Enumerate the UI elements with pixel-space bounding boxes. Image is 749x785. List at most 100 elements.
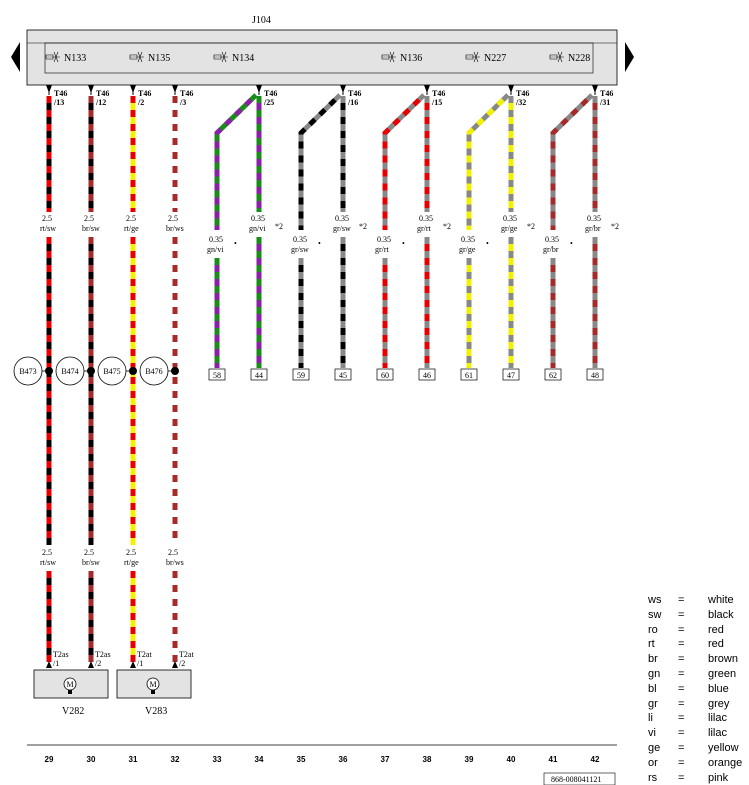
- legend-row: sw = black: [648, 608, 742, 623]
- connector-box: [418, 368, 436, 381]
- legend-name: white: [708, 594, 734, 606]
- legend-abbr: ws: [648, 594, 662, 606]
- valve-label: N135: [148, 53, 170, 64]
- wire-note-label: *2: [443, 222, 451, 231]
- wire-size-label: 2.5: [168, 548, 178, 557]
- connector-box: [586, 368, 604, 381]
- legend-abbr: rt: [648, 638, 655, 651]
- column-number: 40: [507, 755, 516, 764]
- term-arrow-icon: [46, 661, 52, 668]
- column-number: 29: [45, 755, 54, 764]
- pin-label: T46: [600, 89, 613, 98]
- legend-eq: =: [678, 727, 685, 740]
- legend-abbr: bl: [648, 682, 657, 695]
- terminal-sub-label: /2: [95, 659, 101, 668]
- wire-branch-stripe: [466, 93, 510, 230]
- legend-row: li = lilac: [648, 711, 742, 726]
- legend-name: grey: [708, 697, 730, 710]
- legend-eq: =: [678, 653, 685, 666]
- wire-code-label: rt/sw: [40, 224, 56, 233]
- continue-left-arrow: [11, 42, 20, 72]
- connector-number: 47: [507, 371, 515, 380]
- wire-size-label: 0.35: [587, 214, 601, 223]
- wire-code-label: br/sw: [82, 558, 100, 567]
- wire-code-label: gr/rt: [375, 245, 390, 254]
- legend-eq: =: [678, 756, 685, 769]
- column-number: 34: [255, 755, 264, 764]
- wire-size-label: 0.35: [419, 214, 433, 223]
- pin-sub-label: /16: [347, 98, 358, 107]
- term-arrow-icon: [130, 661, 136, 668]
- legend-row: gn = green: [648, 667, 742, 682]
- column-numbers: 29 30 31 32 33 34 35 36 37 38 39 40 41 42: [45, 755, 600, 764]
- wire-code-label: br/ws: [166, 558, 184, 567]
- legend-eq: =: [678, 623, 685, 636]
- legend-name: black: [708, 608, 734, 621]
- motor-base-icon: [151, 690, 155, 694]
- legend-row: rt = red: [648, 637, 742, 652]
- terminal-label: T2as: [95, 650, 111, 659]
- legend-eq: =: [678, 741, 685, 754]
- wire-note-label: *2: [611, 222, 619, 231]
- motor-label: V283: [145, 706, 167, 717]
- pin-sub-label: /12: [95, 98, 106, 107]
- pin-label: T46: [432, 89, 445, 98]
- pin-label: T46: [138, 89, 151, 98]
- wire-code-label: gr/sw: [333, 224, 351, 233]
- legend-abbr: or: [648, 756, 658, 769]
- legend-abbr: rs: [648, 771, 658, 784]
- pin-label: T46: [180, 89, 193, 98]
- legend-name: blue: [708, 682, 729, 695]
- doc-ref-box: [543, 772, 616, 785]
- wire-branch-base: [382, 93, 426, 230]
- dot-marker: •: [486, 239, 489, 248]
- legend-row: or = orange: [648, 756, 742, 771]
- pin-sub-label: /3: [179, 98, 186, 107]
- connector-box: [292, 368, 310, 381]
- wire-branch-base: [550, 93, 594, 230]
- connector-box: [334, 368, 352, 381]
- legend-row: bl = blue: [648, 682, 742, 697]
- legend-row: br = brown: [648, 652, 742, 667]
- labels-group: T46/132.5rt/sw2.5rt/swT2as/1T46/122.5br/…: [40, 89, 619, 668]
- connector-box: [460, 368, 478, 381]
- terminal-label: T2at: [137, 650, 152, 659]
- motors-group: M V282 M V283: [33, 669, 192, 717]
- control-unit-box: [26, 29, 618, 86]
- legend-abbr: li: [648, 712, 653, 725]
- legend-name: red: [708, 623, 724, 636]
- joint-label: B474: [61, 367, 78, 376]
- wire-code-label: rt/ge: [124, 224, 139, 233]
- legend-row: ge = yellow: [648, 741, 742, 756]
- wire-branch-base: [298, 93, 342, 230]
- joints-group: B473 B474 B475 B476: [13, 356, 179, 386]
- legend-row: ws = white: [648, 593, 742, 608]
- legend-eq: =: [678, 697, 685, 710]
- wire-size-label: 0.35: [545, 235, 559, 244]
- wire-code-label: gr/sw: [291, 245, 309, 254]
- color-legend: ws = white sw = black ro = red rt = red br = brown gn = g…: [648, 593, 742, 785]
- legend-row: ro = red: [648, 623, 742, 638]
- legend-row: gr = grey: [648, 697, 742, 712]
- pin-sub-label: /25: [263, 98, 274, 107]
- terminal-sub-label: /1: [137, 659, 143, 668]
- connector-number: 48: [591, 371, 599, 380]
- connector-number: 59: [297, 371, 305, 380]
- column-number: 31: [129, 755, 138, 764]
- wire-code-label: gr/ge: [459, 245, 476, 254]
- legend-name: yellow: [708, 741, 739, 754]
- pin-label: T46: [54, 89, 67, 98]
- wire-size-label: 0.35: [209, 235, 223, 244]
- legend-abbr: ro: [648, 623, 658, 636]
- connector-number: 46: [423, 371, 431, 380]
- wire-size-label: 2.5: [84, 214, 94, 223]
- wire-code-label: gr/rt: [417, 224, 432, 233]
- terminal-label: T2as: [53, 650, 69, 659]
- legend-abbr: gn: [648, 667, 661, 680]
- connector-box: [376, 368, 394, 381]
- motor-base-icon: [68, 690, 72, 694]
- wire-size-label: 2.5: [84, 548, 94, 557]
- wire-branch-stripe: [298, 93, 342, 230]
- legend-eq: =: [678, 594, 685, 606]
